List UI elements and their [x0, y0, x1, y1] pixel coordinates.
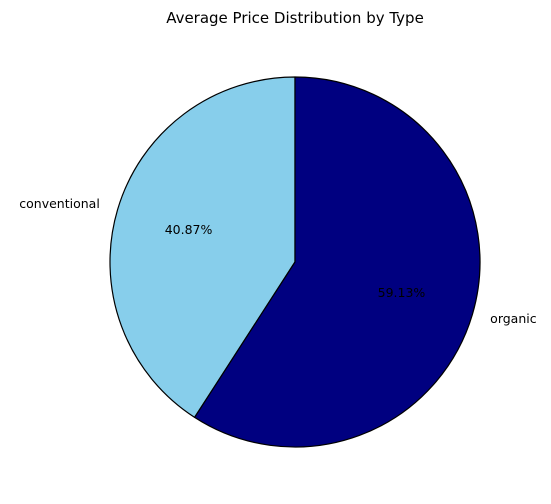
pie-slices	[110, 77, 480, 447]
slice-label-conventional: conventional	[19, 196, 100, 211]
slice-percent-organic: 59.13%	[378, 285, 426, 300]
slice-percent-conventional: 40.87%	[165, 222, 213, 237]
slice-label-organic: organic	[490, 311, 537, 326]
chart-title: Average Price Distribution by Type	[166, 9, 424, 27]
